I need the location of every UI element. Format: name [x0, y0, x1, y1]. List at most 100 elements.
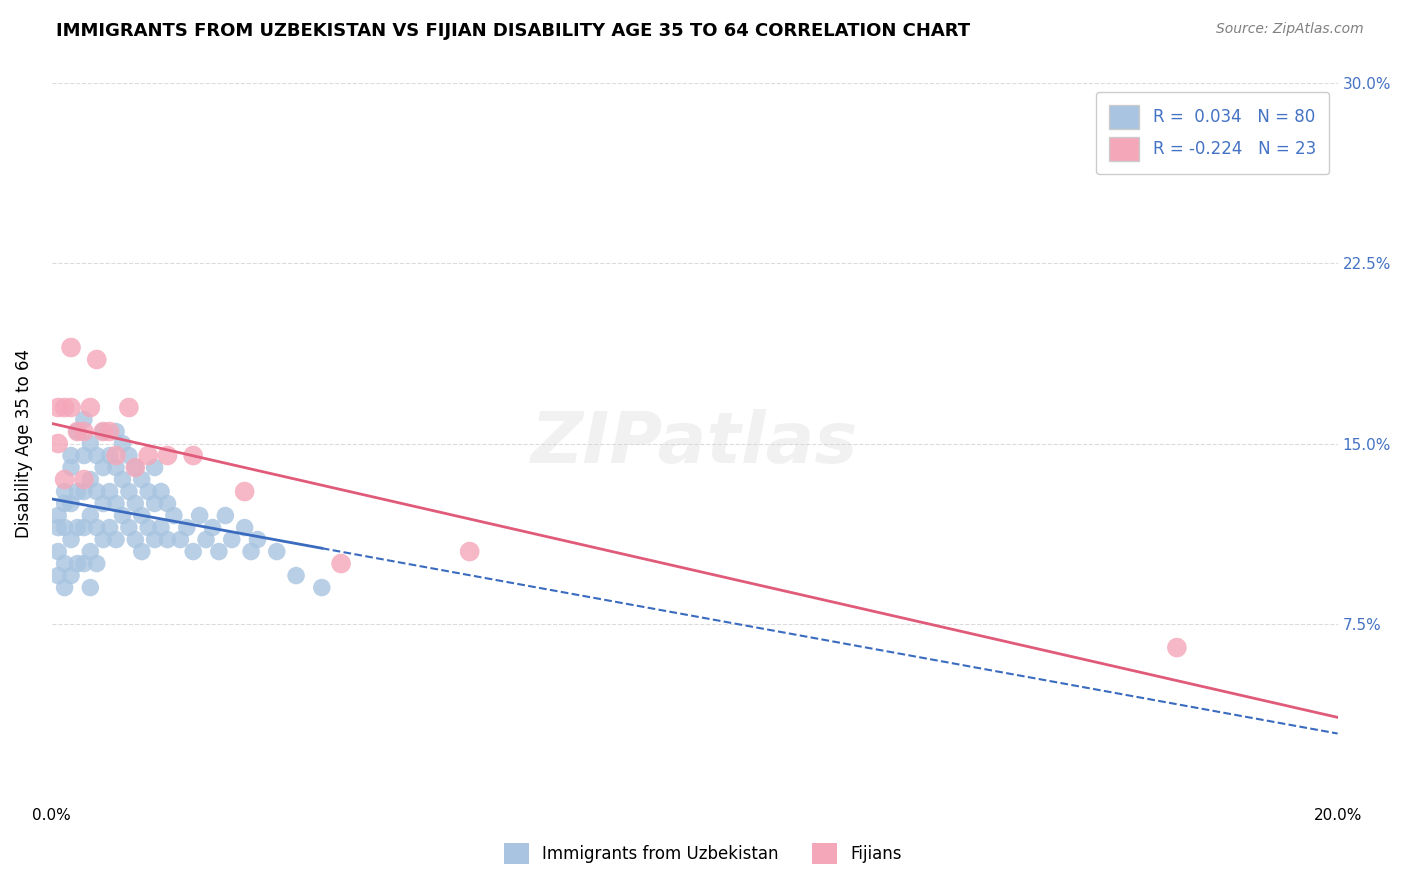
- Point: [105, 460, 128, 475]
- Text: IMMIGRANTS FROM UZBEKISTAN VS FIJIAN DISABILITY AGE 35 TO 64 CORRELATION CHART: IMMIGRANTS FROM UZBEKISTAN VS FIJIAN DIS…: [56, 22, 970, 40]
- Point: [53, 473, 76, 487]
- Point: [214, 508, 236, 523]
- Point: [73, 557, 96, 571]
- Point: [79, 581, 101, 595]
- Point: [98, 520, 121, 534]
- Point: [79, 508, 101, 523]
- Point: [98, 484, 121, 499]
- Text: ZIPatlas: ZIPatlas: [531, 409, 859, 478]
- Point: [46, 401, 69, 415]
- Point: [105, 533, 128, 547]
- Point: [66, 557, 89, 571]
- Point: [66, 520, 89, 534]
- Point: [188, 508, 211, 523]
- Point: [156, 497, 179, 511]
- Point: [86, 484, 108, 499]
- Point: [156, 533, 179, 547]
- Legend: R =  0.034   N = 80, R = -0.224   N = 23: R = 0.034 N = 80, R = -0.224 N = 23: [1097, 92, 1329, 174]
- Point: [79, 544, 101, 558]
- Point: [79, 401, 101, 415]
- Point: [66, 484, 89, 499]
- Point: [53, 520, 76, 534]
- Point: [73, 425, 96, 439]
- Point: [91, 533, 114, 547]
- Point: [221, 533, 243, 547]
- Legend: Immigrants from Uzbekistan, Fijians: Immigrants from Uzbekistan, Fijians: [498, 837, 908, 871]
- Point: [60, 497, 83, 511]
- Point: [169, 533, 191, 547]
- Point: [181, 449, 204, 463]
- Point: [233, 484, 256, 499]
- Point: [53, 484, 76, 499]
- Point: [124, 460, 146, 475]
- Point: [118, 484, 141, 499]
- Point: [111, 436, 134, 450]
- Point: [181, 544, 204, 558]
- Y-axis label: Disability Age 35 to 64: Disability Age 35 to 64: [15, 349, 32, 538]
- Point: [111, 473, 134, 487]
- Point: [46, 436, 69, 450]
- Point: [66, 425, 89, 439]
- Point: [131, 544, 153, 558]
- Point: [156, 449, 179, 463]
- Point: [73, 484, 96, 499]
- Point: [86, 520, 108, 534]
- Point: [143, 460, 166, 475]
- Point: [86, 449, 108, 463]
- Point: [91, 460, 114, 475]
- Point: [91, 497, 114, 511]
- Point: [73, 520, 96, 534]
- Point: [91, 425, 114, 439]
- Point: [73, 449, 96, 463]
- Point: [79, 473, 101, 487]
- Point: [105, 497, 128, 511]
- Point: [163, 508, 186, 523]
- Point: [98, 425, 121, 439]
- Point: [124, 460, 146, 475]
- Point: [131, 473, 153, 487]
- Point: [143, 533, 166, 547]
- Point: [136, 520, 159, 534]
- Point: [66, 425, 89, 439]
- Point: [143, 497, 166, 511]
- Text: Source: ZipAtlas.com: Source: ZipAtlas.com: [1216, 22, 1364, 37]
- Point: [285, 568, 308, 582]
- Point: [60, 568, 83, 582]
- Point: [105, 449, 128, 463]
- Point: [46, 568, 69, 582]
- Point: [118, 520, 141, 534]
- Point: [233, 520, 256, 534]
- Point: [124, 497, 146, 511]
- Point: [73, 473, 96, 487]
- Point: [176, 520, 198, 534]
- Point: [246, 533, 269, 547]
- Point: [118, 449, 141, 463]
- Point: [53, 557, 76, 571]
- Point: [330, 557, 353, 571]
- Point: [208, 544, 231, 558]
- Point: [124, 533, 146, 547]
- Point: [60, 533, 83, 547]
- Point: [201, 520, 224, 534]
- Point: [240, 544, 263, 558]
- Point: [60, 460, 83, 475]
- Point: [46, 520, 69, 534]
- Point: [1166, 640, 1188, 655]
- Point: [86, 352, 108, 367]
- Point: [73, 412, 96, 426]
- Point: [105, 425, 128, 439]
- Point: [195, 533, 218, 547]
- Point: [53, 581, 76, 595]
- Point: [91, 425, 114, 439]
- Point: [311, 581, 333, 595]
- Point: [46, 508, 69, 523]
- Point: [60, 401, 83, 415]
- Point: [79, 436, 101, 450]
- Point: [136, 484, 159, 499]
- Point: [150, 520, 173, 534]
- Point: [458, 544, 481, 558]
- Point: [136, 449, 159, 463]
- Point: [118, 401, 141, 415]
- Point: [60, 449, 83, 463]
- Point: [53, 401, 76, 415]
